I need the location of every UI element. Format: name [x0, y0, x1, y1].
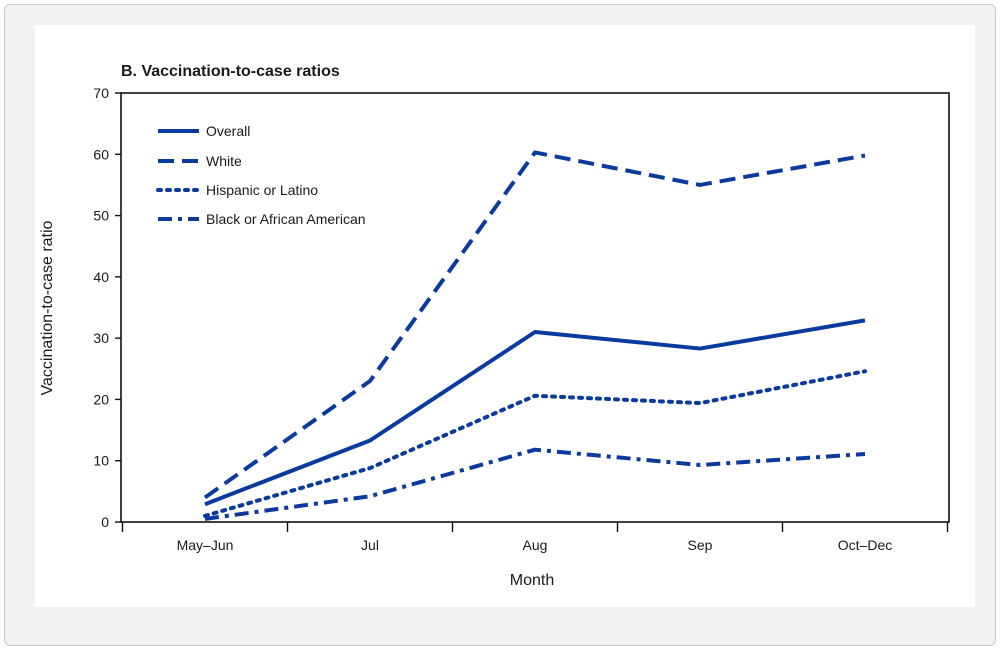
chart-title: B. Vaccination-to-case ratios: [121, 63, 340, 80]
x-axis: May–Jun Jul Aug Sep Oct–Dec: [121, 522, 949, 553]
y-tick-label: 0: [101, 514, 109, 530]
series-line-black-or-african-american: [204, 447, 866, 521]
x-tick-label: May–Jun: [177, 537, 234, 553]
legend-label: Overall: [206, 123, 250, 139]
y-tick-label: 60: [93, 146, 109, 162]
y-tick-label: 30: [93, 330, 109, 346]
series-line-hispanic-or-latino: [203, 369, 867, 518]
y-tick-label: 70: [93, 85, 109, 101]
y-tick-label: 50: [93, 208, 109, 224]
y-axis-title: Vaccination-to-case ratio: [39, 220, 56, 395]
y-tick-label: 20: [93, 391, 109, 407]
series-line-white: [203, 150, 866, 500]
y-tick-label: 10: [93, 453, 109, 469]
series-lines: [203, 150, 867, 521]
x-tick-label: Sep: [688, 537, 713, 553]
legend-label: Hispanic or Latino: [206, 182, 318, 198]
x-tick-label: Oct–Dec: [838, 537, 892, 553]
y-axis: 0 10 20 30 40 50 60 70: [93, 85, 121, 530]
y-tick-label: 40: [93, 269, 109, 285]
x-tick-label: Aug: [523, 537, 548, 553]
x-tick-label: Jul: [361, 537, 379, 553]
legend: Overall White Hispanic or Latino Black or A…: [156, 123, 366, 227]
legend-label: White: [206, 153, 242, 169]
x-axis-title: Month: [510, 572, 554, 589]
series-line-overall: [204, 318, 866, 507]
plot-area: [120, 92, 950, 523]
legend-label: Black or African American: [206, 211, 366, 227]
figure-panel: [35, 25, 975, 607]
